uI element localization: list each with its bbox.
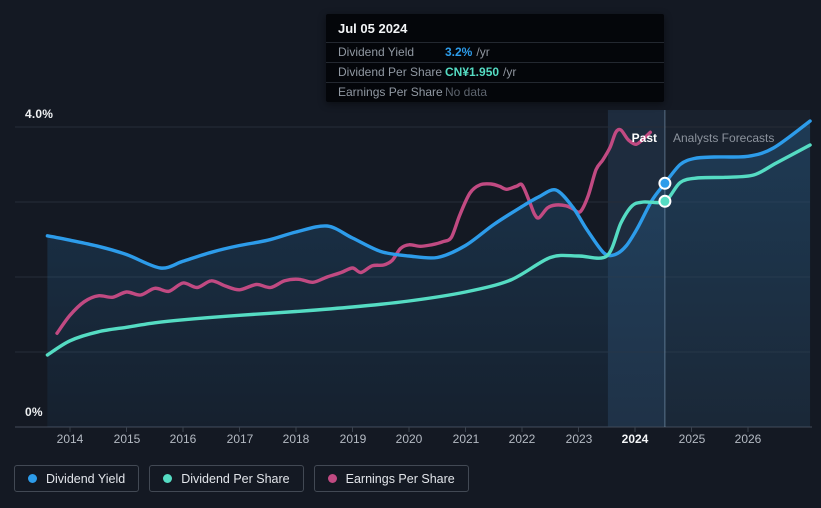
legend-item-label: Dividend Yield	[46, 471, 126, 486]
legend-item-dividend-yield[interactable]: Dividend Yield	[14, 465, 140, 492]
legend: Dividend Yield Dividend Per Share Earnings…	[14, 465, 479, 492]
year-label-2017: 2017	[226, 432, 254, 446]
tooltip-date: Jul 05 2024	[338, 21, 408, 36]
year-label-2020: 2020	[395, 432, 423, 446]
dividend-per-share-marker[interactable]	[658, 194, 672, 208]
legend-dot-icon	[327, 474, 337, 483]
tooltip-row-value: CN¥1.950	[445, 65, 500, 79]
year-label-2014: 2014	[56, 432, 84, 446]
tooltip-row-label: Dividend Yield	[338, 45, 415, 59]
year-label-2023: 2023	[565, 432, 593, 446]
x-axis-labels: 2014 2015 2016 2017 2018 2019 2020 2021 2022 2023…	[0, 432, 821, 448]
forecast-zone-label: Analysts Forecasts	[673, 131, 775, 145]
year-label-2026: 2026	[734, 432, 762, 446]
tooltip-row-value: No data	[445, 85, 488, 99]
year-label-2024: 2024	[621, 432, 649, 446]
year-label-2019: 2019	[339, 432, 367, 446]
tooltip-row-earnings-per-share: Earnings Per Share No data	[326, 82, 664, 102]
dividend-yield-marker[interactable]	[658, 176, 672, 190]
tooltip-row-label: Dividend Per Share	[338, 65, 443, 79]
legend-item-dividend-per-share[interactable]: Dividend Per Share	[149, 465, 304, 492]
year-label-2022: 2022	[508, 432, 536, 446]
tooltip-row-value: 3.2%	[445, 45, 473, 59]
tooltip-row-unit: /yr	[476, 45, 490, 59]
legend-item-label: Dividend Per Share	[181, 471, 290, 486]
hover-tooltip: Jul 05 2024 Dividend Yield 3.2%/yr Dividen…	[326, 14, 664, 102]
dividend-per-share-line[interactable]	[45, 143, 812, 357]
y-axis-max-label: 4.0%	[25, 107, 54, 121]
legend-item-earnings-per-share[interactable]: Earnings Per Share	[313, 465, 469, 492]
tooltip-row-dividend-per-share: Dividend Per Share CN¥1.950/yr	[326, 62, 664, 82]
legend-dot-icon	[28, 474, 37, 483]
tooltip-row-label: Earnings Per Share	[338, 85, 443, 99]
y-axis-min-label: 0%	[25, 405, 43, 419]
year-label-2021: 2021	[452, 432, 480, 446]
tooltip-row-dividend-yield: Dividend Yield 3.2%/yr	[326, 42, 664, 62]
past-zone-label: Past	[631, 131, 657, 145]
year-label-2016: 2016	[169, 432, 197, 446]
dividend-yield-line[interactable]	[45, 119, 812, 270]
dividend-yield-area	[47, 121, 811, 427]
earnings-per-share-line[interactable]	[55, 127, 652, 335]
legend-dot-icon	[163, 474, 173, 483]
year-label-2018: 2018	[282, 432, 310, 446]
legend-item-label: Earnings Per Share	[345, 471, 455, 486]
year-label-2025: 2025	[678, 432, 706, 446]
year-label-2015: 2015	[113, 432, 141, 446]
tooltip-row-unit: /yr	[503, 65, 517, 79]
